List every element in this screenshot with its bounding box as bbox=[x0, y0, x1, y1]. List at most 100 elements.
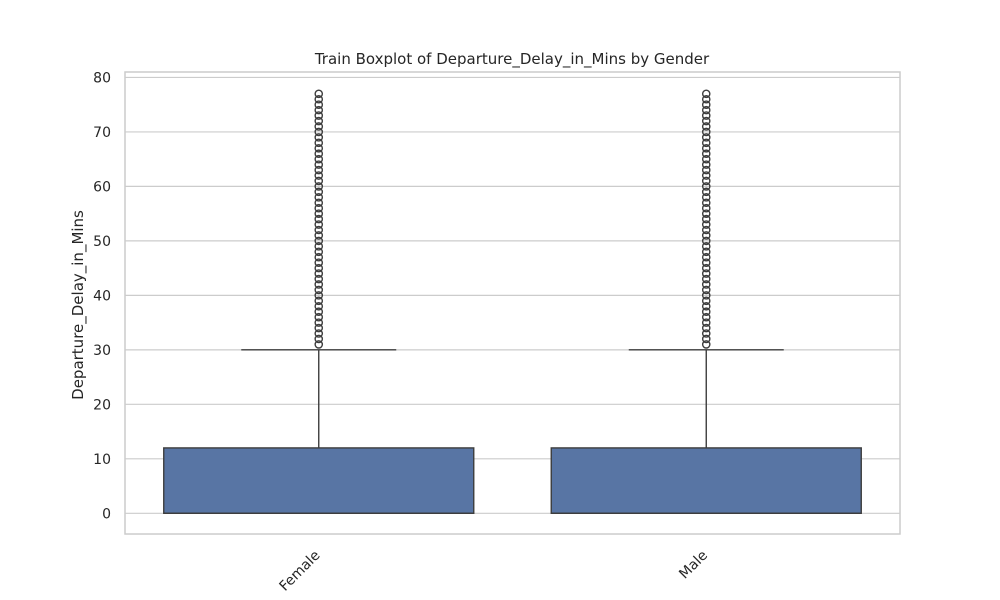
outlier-point bbox=[701, 133, 711, 142]
box-group-male bbox=[550, 89, 862, 514]
box-iqr bbox=[550, 447, 862, 514]
outlier-point bbox=[701, 236, 711, 246]
outlier-point bbox=[314, 312, 324, 322]
outlier-point bbox=[701, 269, 711, 278]
outlier-point bbox=[314, 111, 324, 120]
outlier-point bbox=[701, 214, 711, 224]
outlier-point bbox=[701, 334, 711, 344]
outlier-point bbox=[314, 334, 324, 344]
outlier-point bbox=[701, 285, 711, 295]
outlier-point bbox=[701, 209, 711, 218]
outlier-point bbox=[701, 242, 711, 251]
x-tick-label: Female bbox=[276, 548, 323, 595]
outlier-point bbox=[314, 143, 324, 153]
box-group-female bbox=[163, 89, 475, 514]
outlier-point bbox=[701, 127, 711, 137]
outlier-point bbox=[701, 280, 711, 289]
y-tick-label: 20 bbox=[93, 397, 111, 413]
outlier-point bbox=[701, 193, 711, 202]
outlier-point bbox=[314, 193, 324, 202]
outlier-point bbox=[701, 312, 711, 322]
outlier-point bbox=[701, 252, 711, 262]
outlier-point bbox=[701, 247, 711, 257]
outlier-point bbox=[314, 176, 324, 186]
outlier-point bbox=[314, 165, 324, 175]
outlier-point bbox=[701, 154, 711, 164]
outlier-point bbox=[701, 329, 711, 338]
outlier-point bbox=[701, 318, 711, 327]
outlier-point bbox=[314, 280, 324, 289]
outlier-point bbox=[314, 100, 324, 109]
outlier-point bbox=[314, 105, 324, 115]
y-tick-label: 10 bbox=[93, 452, 111, 468]
outlier-point bbox=[314, 138, 324, 148]
outlier-point bbox=[314, 116, 324, 126]
outlier-point bbox=[314, 329, 324, 338]
outlier-point bbox=[314, 225, 324, 235]
x-tick-labels: Female Male bbox=[276, 548, 711, 595]
outlier-point bbox=[701, 100, 711, 109]
y-tick-label: 30 bbox=[93, 343, 111, 359]
outlier-point bbox=[314, 89, 324, 99]
outlier-point bbox=[314, 220, 324, 229]
outlier-point bbox=[701, 220, 711, 229]
outlier-point bbox=[314, 274, 324, 284]
outlier-point bbox=[314, 149, 324, 159]
x-tick-label: Male bbox=[676, 548, 711, 583]
outlier-point bbox=[314, 127, 324, 137]
outlier-point bbox=[701, 171, 711, 180]
y-tick-label: 80 bbox=[93, 70, 111, 86]
outlier-point bbox=[314, 291, 324, 300]
outlier-point bbox=[314, 160, 324, 169]
outlier-point bbox=[314, 231, 324, 240]
outlier-point bbox=[314, 258, 324, 267]
outlier-point bbox=[314, 203, 324, 213]
outlier-point bbox=[701, 296, 711, 306]
boxes-layer bbox=[163, 89, 862, 514]
outlier-point bbox=[314, 285, 324, 295]
outlier-point bbox=[314, 236, 324, 246]
outlier-point bbox=[701, 176, 711, 186]
outlier-point bbox=[701, 182, 711, 191]
outlier-point bbox=[314, 263, 324, 273]
outlier-point bbox=[314, 301, 324, 311]
outlier-point bbox=[701, 198, 711, 208]
outlier-point bbox=[701, 187, 711, 197]
outlier-point bbox=[701, 258, 711, 267]
y-tick-label: 50 bbox=[93, 234, 111, 250]
outlier-point bbox=[314, 323, 324, 333]
outlier-point bbox=[314, 94, 324, 104]
outlier-point bbox=[701, 89, 711, 99]
box-iqr bbox=[163, 447, 475, 514]
y-tick-label: 40 bbox=[93, 288, 111, 304]
outlier-point bbox=[701, 94, 711, 104]
outlier-point bbox=[701, 111, 711, 120]
outlier-point bbox=[314, 247, 324, 257]
outlier-point bbox=[701, 301, 711, 311]
outlier-point bbox=[701, 274, 711, 284]
outlier-point bbox=[701, 149, 711, 159]
y-tick-label: 70 bbox=[93, 125, 111, 141]
outlier-point bbox=[314, 296, 324, 306]
outlier-point bbox=[701, 203, 711, 213]
outlier-point bbox=[314, 182, 324, 191]
outlier-point bbox=[314, 209, 324, 218]
outlier-point bbox=[314, 252, 324, 262]
outlier-point bbox=[701, 116, 711, 126]
outlier-point bbox=[701, 340, 711, 349]
outlier-point bbox=[314, 318, 324, 327]
outlier-point bbox=[701, 225, 711, 235]
outlier-point bbox=[314, 122, 324, 131]
outlier-point bbox=[701, 143, 711, 153]
outlier-point bbox=[701, 231, 711, 240]
outlier-point bbox=[314, 187, 324, 197]
outlier-point bbox=[314, 133, 324, 142]
outlier-point bbox=[701, 323, 711, 333]
y-tick-label: 0 bbox=[102, 506, 111, 522]
outlier-point bbox=[314, 171, 324, 180]
outlier-point bbox=[701, 122, 711, 131]
chart-title: Train Boxplot of Departure_Delay_in_Mins… bbox=[314, 50, 710, 69]
outlier-point bbox=[701, 105, 711, 115]
outlier-point bbox=[314, 242, 324, 251]
plot-frame bbox=[124, 71, 901, 535]
